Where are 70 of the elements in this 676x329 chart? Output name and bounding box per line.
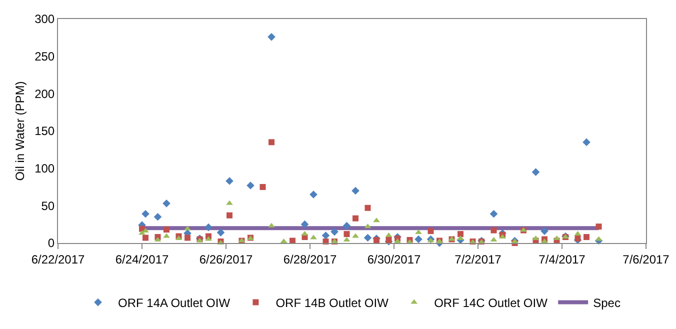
point (154, 212, 162, 221)
point (226, 177, 234, 185)
point (364, 234, 372, 242)
point (142, 234, 148, 241)
x-tick-label: 6/24/2017 (115, 252, 170, 266)
point (268, 33, 276, 41)
point (458, 231, 464, 238)
point (163, 233, 170, 238)
y-axis-title: Oil in Water (PPM) (13, 81, 27, 181)
point (310, 190, 318, 198)
point (142, 210, 150, 218)
point (352, 215, 358, 222)
point (342, 222, 351, 230)
point (584, 234, 590, 240)
point (428, 228, 434, 234)
x-tick-label: 7/4/2017 (538, 252, 586, 266)
point (204, 223, 212, 232)
point (499, 234, 506, 239)
point (330, 228, 338, 236)
point (226, 212, 232, 218)
legend-label: ORF 14A Outlet OIW (118, 296, 231, 310)
y-tick-label: 0 (48, 236, 55, 250)
point (532, 168, 540, 176)
legend-label: ORF 14C Outlet OIW (434, 296, 548, 310)
point (541, 238, 548, 244)
point (162, 200, 170, 208)
y-tick-label: 100 (34, 162, 55, 176)
y-tick-label: 150 (34, 124, 55, 138)
point (374, 237, 380, 244)
point (300, 220, 309, 228)
point (582, 138, 590, 146)
x-tick-label: 6/22/2017 (31, 252, 86, 266)
y-tick-label: 300 (34, 12, 55, 26)
point (184, 226, 191, 230)
point (344, 231, 350, 238)
x-tick-label: 6/26/2017 (199, 252, 254, 266)
point (205, 236, 212, 241)
point (490, 210, 498, 218)
point (394, 238, 401, 244)
point (457, 236, 464, 240)
x-tick-label: 6/30/2017 (367, 252, 422, 266)
point (322, 232, 330, 240)
point (373, 218, 380, 222)
point (352, 186, 360, 195)
point (164, 226, 170, 233)
point (310, 234, 317, 240)
point (414, 235, 422, 244)
point (260, 184, 266, 190)
x-tick-label: 7/2/2017 (454, 252, 502, 266)
point (490, 227, 497, 234)
point (540, 227, 548, 235)
y-tick-label: 200 (34, 86, 55, 101)
point (246, 182, 254, 190)
legend-label: Spec (593, 296, 620, 310)
point (142, 228, 149, 233)
point (268, 222, 275, 228)
y-tick-label: 50 (41, 198, 55, 213)
point (216, 228, 225, 236)
legend-label: ORF 14B Outlet OIW (276, 296, 390, 310)
point (138, 230, 146, 235)
point (226, 200, 233, 205)
point (415, 230, 422, 234)
x-tick-label: 7/6/2017 (622, 252, 670, 266)
point (352, 233, 359, 238)
point (268, 139, 274, 146)
point (184, 234, 190, 241)
y-tick-label: 250 (34, 50, 55, 64)
x-tick-label: 6/28/2017 (283, 252, 338, 266)
point (596, 224, 602, 230)
point (364, 204, 371, 211)
